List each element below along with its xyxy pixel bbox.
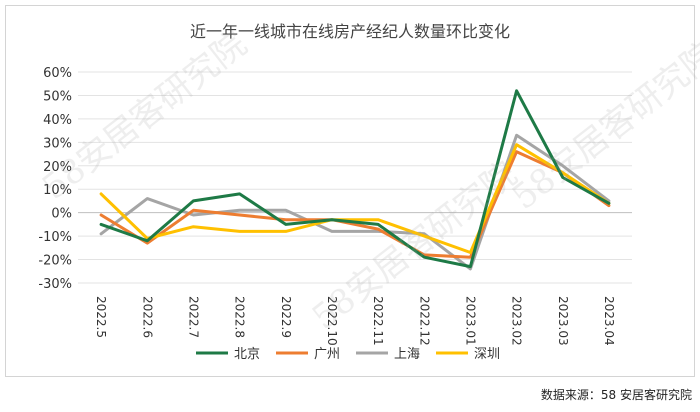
x-tick-label: 2022.7 [186,296,200,338]
y-tick-label: 40% [43,113,72,128]
y-tick-label: -20% [38,254,72,269]
chart-title: 近一年一线城市在线房产经纪人数量环比变化 [190,22,510,41]
series-line-2 [99,150,611,259]
y-tick-label: -30% [38,277,72,292]
y-tick-label: 60% [43,66,72,81]
x-tick-label: 2023.01 [463,296,477,346]
y-tick-label: 30% [43,136,72,151]
x-tick-label: 2022.6 [140,296,154,338]
x-tick-label: 2022.10 [325,296,339,346]
y-tick-label: 10% [43,183,72,198]
x-tick-label: 2022.11 [371,296,385,346]
y-tick-label: -10% [38,230,72,245]
y-axis-tick-labels: 60% 50% 40% 30% 20% 10% 0% -10% -20% -30% [38,66,72,292]
y-tick-label: 20% [43,160,72,175]
legend-label: 北京 [234,347,260,362]
x-tick-label: 2023.02 [510,296,524,346]
series-line-4 [99,143,611,254]
series-lines [99,89,611,271]
chart-frame [5,5,695,377]
legend-label: 上海 [394,347,420,362]
source-note: 数据来源：58 安居客研究院 [540,388,692,402]
x-tick-label: 2023.03 [556,296,570,346]
x-tick-label: 2022.9 [279,296,293,338]
series-line-3 [99,133,611,271]
legend-label: 深圳 [474,347,500,362]
y-tick-label: 0% [51,207,72,222]
legend: 北京 广州 上海 深圳 [196,347,500,362]
series-line-1 [99,89,611,269]
x-tick-label: 2023.04 [602,296,616,346]
legend-label: 广州 [314,347,340,362]
x-axis-tick-labels: 2022.5 2022.6 2022.7 2022.8 2022.9 2022.10 202… [94,296,616,346]
x-tick-label: 2022.12 [417,296,431,346]
x-tick-label: 2022.8 [233,296,247,338]
x-tick-label: 2022.5 [94,296,108,338]
y-tick-label: 50% [43,89,72,104]
grid-lines [78,71,632,284]
